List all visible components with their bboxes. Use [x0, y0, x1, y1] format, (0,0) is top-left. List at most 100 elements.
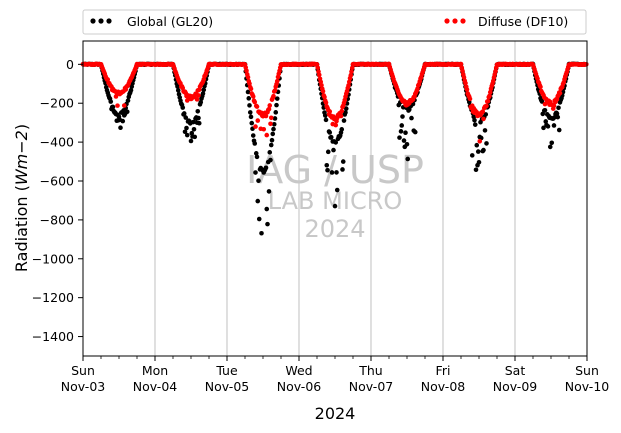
- global-point: [195, 109, 201, 114]
- diffuse-point: [346, 79, 352, 85]
- global-point: [343, 106, 349, 111]
- diffuse-point: [253, 124, 258, 129]
- global-point: [328, 134, 334, 140]
- global-point: [324, 162, 330, 168]
- y-tick-label: −600: [40, 174, 74, 189]
- global-point: [397, 135, 402, 140]
- x-axis: SunNov-03MonNov-04TueNov-05WedNov-06ThuN…: [61, 356, 609, 394]
- global-point: [329, 170, 335, 175]
- legend-frame: [82, 9, 587, 35]
- y-axis-label-prefix: Radiation (: [12, 185, 31, 272]
- y-tick-label: 0: [66, 57, 74, 72]
- y-tick-label: −800: [40, 212, 74, 227]
- diffuse-point: [254, 104, 260, 109]
- diffuse-point: [557, 90, 563, 96]
- x-tick-label-day: Sat: [505, 363, 526, 378]
- diffuse-point: [271, 93, 276, 99]
- diffuse-point: [250, 94, 256, 99]
- global-point: [341, 118, 347, 123]
- global-point: [200, 91, 206, 96]
- global-point: [180, 105, 186, 110]
- global-point: [256, 178, 261, 183]
- diffuse-point: [346, 83, 351, 88]
- global-point: [263, 165, 269, 171]
- global-point: [253, 151, 259, 156]
- diffuse-point: [244, 68, 249, 74]
- global-point: [120, 118, 126, 124]
- x-tick-label-date: Nov-05: [205, 379, 249, 394]
- global-point: [181, 111, 187, 116]
- diffuse-point: [583, 62, 589, 67]
- global-point: [274, 102, 279, 108]
- diffuse-point: [247, 81, 252, 86]
- global-point: [551, 123, 557, 128]
- diffuse-point: [263, 113, 269, 119]
- diffuse-point: [481, 116, 486, 122]
- diffuse-point: [115, 103, 120, 108]
- global-point: [340, 159, 346, 164]
- diffuse-point: [194, 97, 200, 102]
- global-point: [482, 128, 488, 133]
- global-point: [481, 147, 486, 153]
- global-point: [325, 167, 330, 173]
- global-point: [110, 104, 116, 110]
- legend-marker-dot: [452, 18, 458, 24]
- diffuse-point: [551, 103, 557, 109]
- y-axis-label-suffix: ): [12, 124, 31, 130]
- global-point: [271, 126, 276, 132]
- global-point: [323, 117, 329, 123]
- x-tick-label-day: Thu: [358, 363, 382, 378]
- global-point: [118, 125, 123, 130]
- global-point: [268, 142, 274, 148]
- global-point: [475, 149, 481, 154]
- global-point: [256, 216, 262, 222]
- global-point: [265, 221, 270, 227]
- x-tick-label-date: Nov-07: [349, 379, 393, 394]
- x-tick-label-day: Sun: [71, 363, 95, 378]
- global-point: [274, 96, 280, 101]
- global-point: [472, 117, 477, 123]
- global-point: [191, 127, 197, 132]
- global-point: [247, 110, 253, 115]
- legend-label-global: Global (GL20): [127, 14, 213, 29]
- global-point: [539, 99, 545, 104]
- diffuse-point: [196, 93, 201, 98]
- x-axis-label: 2024: [315, 404, 356, 423]
- diffuse-point: [333, 122, 339, 128]
- diffuse-point: [261, 126, 267, 132]
- legend-marker-dot: [98, 18, 104, 24]
- global-point: [333, 140, 339, 145]
- diffuse-point: [493, 68, 498, 74]
- diffuse-point: [319, 82, 324, 88]
- global-point: [128, 87, 134, 93]
- diffuse-point: [480, 109, 486, 114]
- global-point: [198, 99, 204, 105]
- global-point: [343, 110, 348, 115]
- global-point: [542, 107, 548, 113]
- global-point: [399, 123, 405, 128]
- diffuse-point: [315, 65, 321, 71]
- diffuse-point: [268, 121, 273, 127]
- legend-marker-global: [90, 18, 112, 24]
- x-tick-label-date: Nov-09: [493, 379, 538, 394]
- diffuse-point: [348, 73, 354, 78]
- diffuse-point: [323, 100, 329, 105]
- y-axis-label: Radiation (Wm−2): [12, 124, 31, 272]
- x-tick-label-day: Sun: [575, 363, 599, 378]
- x-tick-label-date: Nov-06: [277, 379, 322, 394]
- x-tick-label-date: Nov-04: [133, 379, 178, 394]
- global-point: [175, 84, 180, 89]
- global-point: [254, 154, 260, 160]
- plot-frame: [82, 40, 588, 357]
- diffuse-point: [252, 99, 258, 105]
- global-point: [327, 130, 333, 135]
- global-point: [555, 114, 561, 120]
- global-point: [400, 114, 405, 119]
- diffuse-point: [460, 68, 465, 74]
- global-point: [409, 115, 414, 121]
- diffuse-point: [272, 88, 278, 93]
- diffuse-point: [339, 108, 345, 114]
- global-point: [404, 141, 410, 147]
- global-point: [182, 129, 188, 135]
- diffuse-point: [320, 88, 326, 94]
